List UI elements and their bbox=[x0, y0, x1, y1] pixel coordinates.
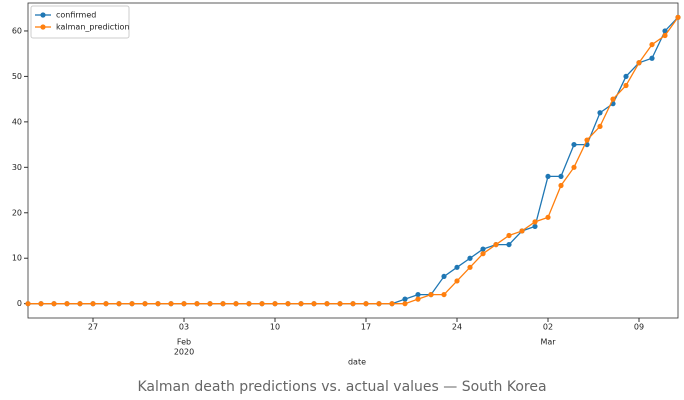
data-point bbox=[428, 291, 434, 298]
x-tick-label: 02 bbox=[543, 323, 553, 332]
data-point bbox=[272, 301, 278, 307]
y-tick-label: 0 bbox=[17, 299, 22, 308]
data-point bbox=[311, 301, 317, 307]
data-point bbox=[181, 301, 187, 307]
data-point bbox=[402, 301, 408, 307]
data-point bbox=[571, 141, 577, 148]
data-point bbox=[532, 223, 538, 230]
x-tick-label: 09 bbox=[634, 323, 644, 332]
data-point bbox=[467, 264, 473, 270]
x-tick-label: 10 bbox=[270, 323, 280, 332]
data-point bbox=[623, 73, 629, 80]
data-point bbox=[597, 110, 603, 116]
data-point bbox=[129, 301, 135, 307]
data-point bbox=[324, 301, 330, 307]
data-point bbox=[155, 301, 161, 307]
x-tick-label: 27 bbox=[88, 323, 98, 332]
data-point bbox=[194, 301, 200, 307]
series-line bbox=[28, 16, 679, 305]
data-point bbox=[597, 123, 603, 130]
data-point bbox=[649, 41, 655, 48]
data-point bbox=[610, 96, 616, 102]
x-tick-label: 03 bbox=[179, 323, 189, 332]
data-point bbox=[116, 301, 122, 307]
x-year-label: 2020 bbox=[174, 348, 194, 357]
data-point bbox=[220, 301, 226, 307]
data-point bbox=[441, 291, 447, 298]
data-point bbox=[480, 246, 486, 252]
caption: Kalman death predictions vs. actual valu… bbox=[137, 379, 546, 395]
data-point bbox=[90, 301, 96, 307]
data-point bbox=[415, 296, 421, 302]
data-point bbox=[402, 296, 408, 302]
data-point bbox=[233, 301, 239, 307]
data-point bbox=[389, 301, 395, 307]
legend-marker bbox=[40, 24, 46, 30]
legend-label: kalman_prediction bbox=[56, 23, 130, 32]
data-point bbox=[25, 301, 31, 307]
data-point bbox=[363, 301, 369, 307]
legend-marker bbox=[40, 12, 46, 18]
data-point bbox=[454, 264, 460, 270]
data-point bbox=[337, 301, 343, 307]
plot-frame bbox=[27, 2, 679, 319]
data-point bbox=[285, 301, 291, 307]
data-point bbox=[649, 55, 655, 61]
data-point bbox=[298, 301, 304, 307]
data-point bbox=[168, 301, 174, 307]
data-point bbox=[441, 273, 447, 280]
data-point bbox=[558, 182, 564, 189]
data-point bbox=[545, 214, 551, 220]
data-point bbox=[38, 301, 44, 307]
data-point bbox=[454, 278, 460, 284]
x-tick-label: 17 bbox=[361, 323, 371, 332]
data-point bbox=[532, 219, 538, 225]
data-point bbox=[376, 301, 382, 307]
legend-box bbox=[30, 5, 130, 39]
x-tick-label: 24 bbox=[452, 323, 462, 332]
data-point bbox=[623, 82, 629, 89]
data-point bbox=[350, 301, 356, 307]
data-point bbox=[675, 14, 681, 20]
y-tick-label: 30 bbox=[12, 163, 22, 172]
y-tick-label: 60 bbox=[12, 26, 22, 35]
data-point bbox=[506, 232, 512, 239]
x-month-label: Mar bbox=[540, 338, 556, 347]
data-point bbox=[558, 173, 564, 180]
data-point bbox=[493, 241, 499, 248]
data-point bbox=[584, 137, 590, 143]
data-point bbox=[207, 301, 213, 307]
legend-label: confirmed bbox=[56, 11, 96, 20]
data-point bbox=[662, 32, 668, 39]
data-point bbox=[77, 301, 83, 307]
data-point bbox=[480, 251, 486, 257]
data-point bbox=[51, 301, 57, 307]
data-point bbox=[142, 301, 148, 307]
data-point bbox=[259, 301, 265, 307]
data-point bbox=[415, 291, 421, 298]
data-point bbox=[506, 241, 512, 248]
data-point bbox=[64, 301, 70, 307]
x-axis-label: date bbox=[348, 358, 366, 367]
data-point bbox=[662, 28, 668, 34]
data-point bbox=[636, 60, 642, 66]
data-point bbox=[246, 301, 252, 307]
series-line bbox=[28, 16, 679, 305]
data-point bbox=[545, 173, 551, 180]
data-point bbox=[519, 228, 525, 234]
y-tick-label: 10 bbox=[12, 254, 22, 263]
x-month-label: Feb bbox=[177, 338, 191, 347]
data-point bbox=[467, 255, 473, 261]
y-tick-label: 50 bbox=[12, 72, 22, 81]
data-point bbox=[571, 164, 577, 170]
y-tick-label: 20 bbox=[12, 208, 22, 217]
data-point bbox=[103, 301, 109, 307]
y-tick-label: 40 bbox=[12, 117, 22, 126]
